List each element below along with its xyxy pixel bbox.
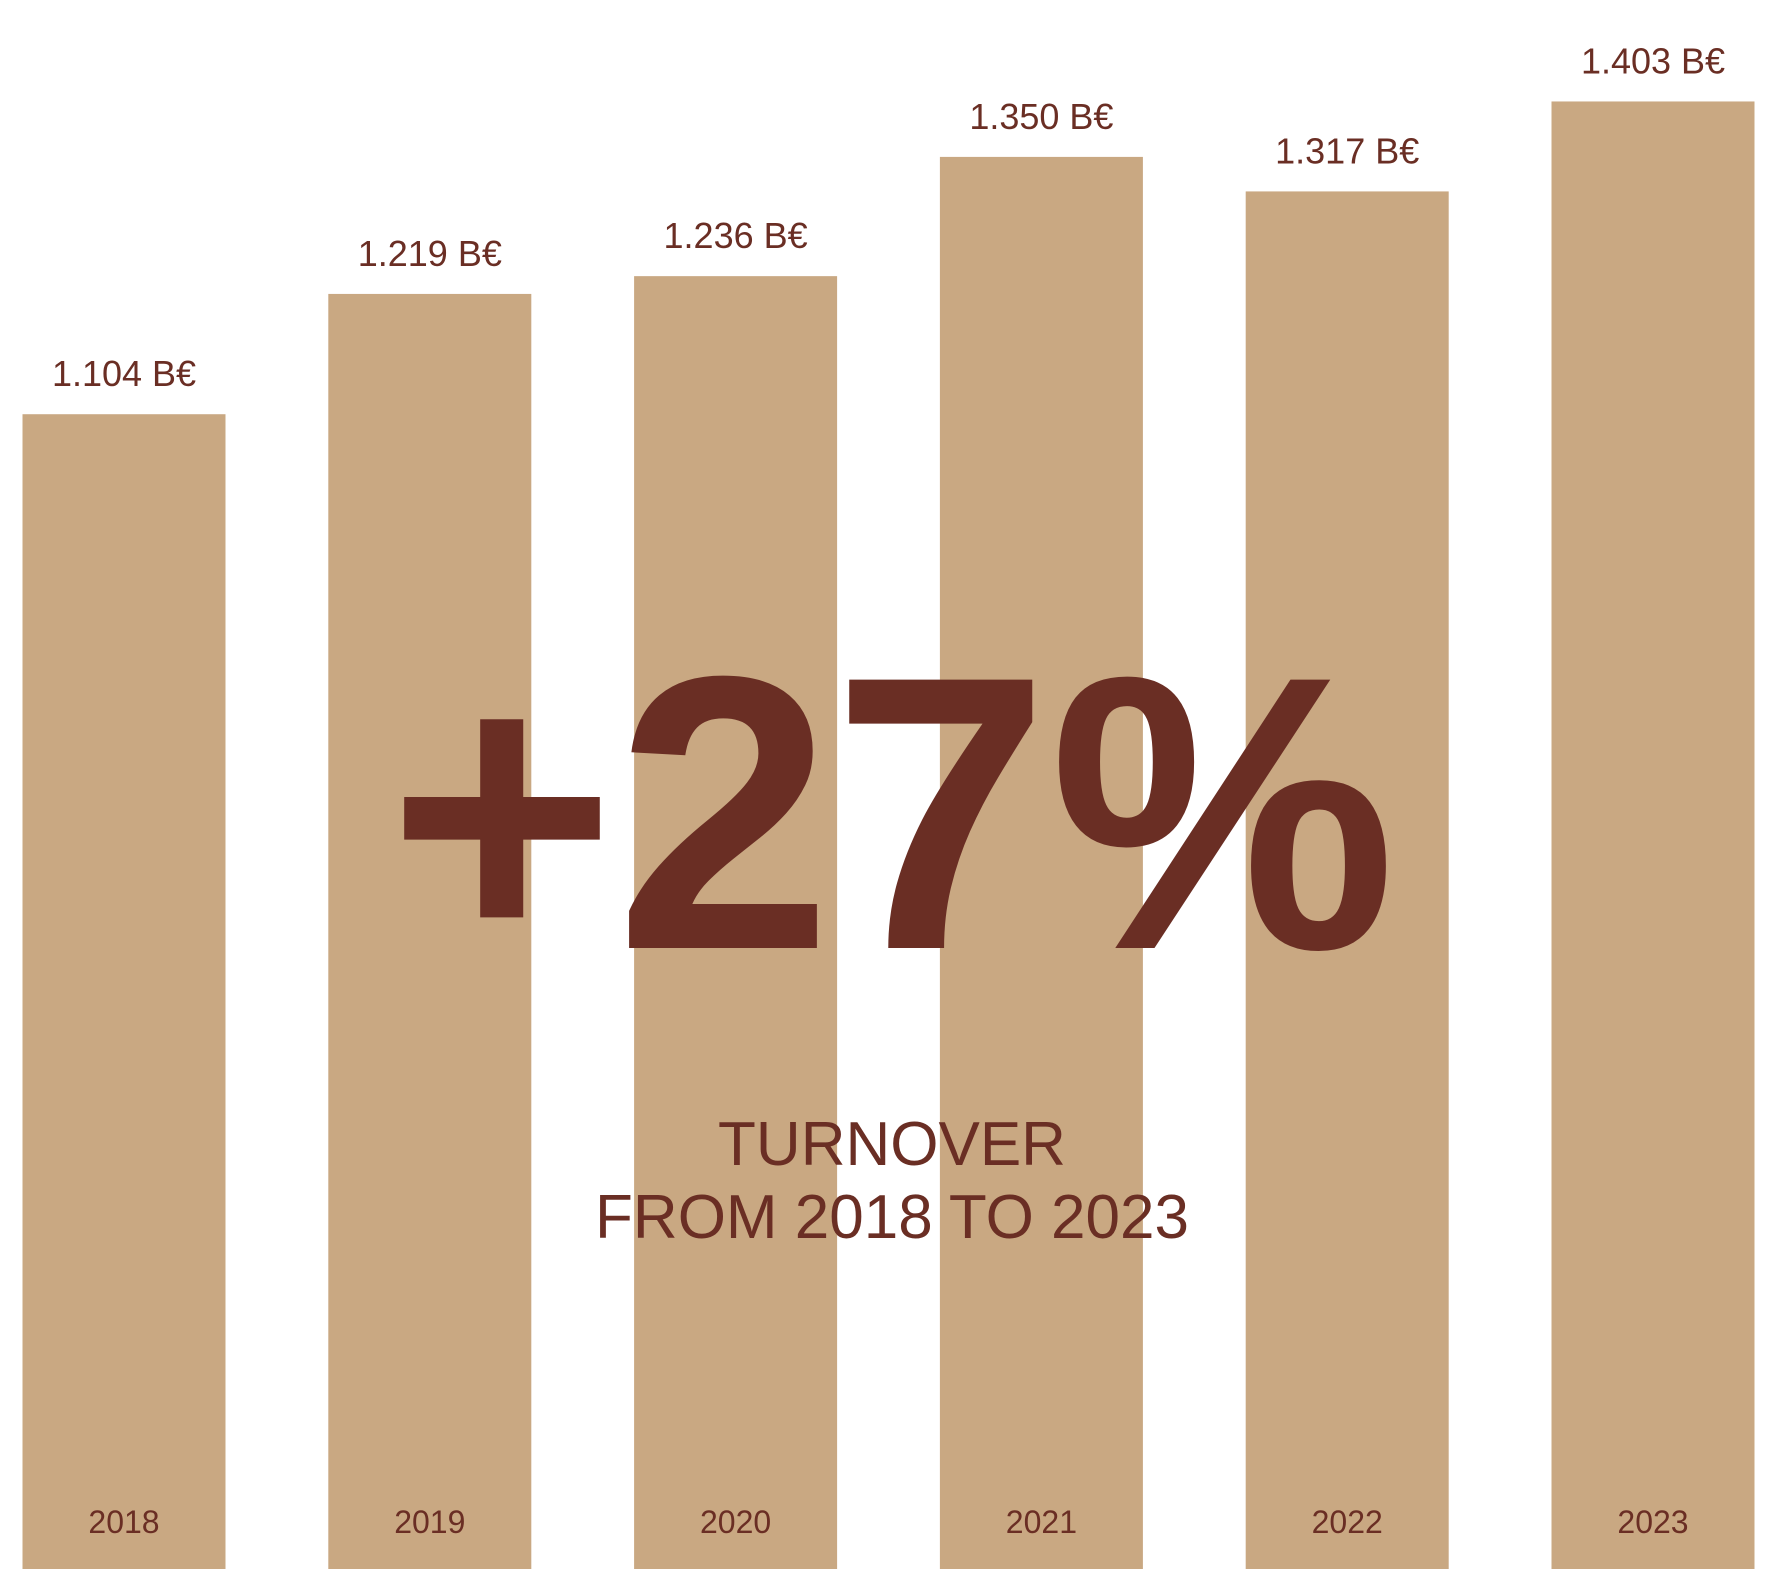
x-tick-label: 2018 [88, 1504, 159, 1540]
bar [1551, 101, 1755, 1569]
bar [1245, 191, 1449, 1570]
x-tick-label: 2020 [700, 1504, 771, 1540]
value-label: 1.403 B€ [1581, 40, 1725, 81]
bars [22, 101, 1755, 1570]
bar [22, 414, 226, 1569]
value-label: 1.317 B€ [1275, 130, 1419, 171]
value-label: 1.104 B€ [52, 353, 196, 394]
subtitle-line: TURNOVER [718, 1110, 1066, 1179]
x-tick-label: 2021 [1006, 1504, 1077, 1540]
value-label: 1.236 B€ [664, 215, 808, 256]
x-tick-label: 2019 [394, 1504, 465, 1540]
bar [634, 276, 838, 1569]
x-tick-label: 2023 [1617, 1504, 1688, 1540]
x-tick-label: 2022 [1312, 1504, 1383, 1540]
headline: +27% [388, 595, 1396, 1031]
bar [328, 293, 532, 1569]
bar [939, 156, 1143, 1569]
value-label: 1.219 B€ [358, 233, 502, 274]
subtitle-line: FROM 2018 TO 2023 [595, 1183, 1189, 1252]
value-label: 1.350 B€ [969, 96, 1113, 137]
